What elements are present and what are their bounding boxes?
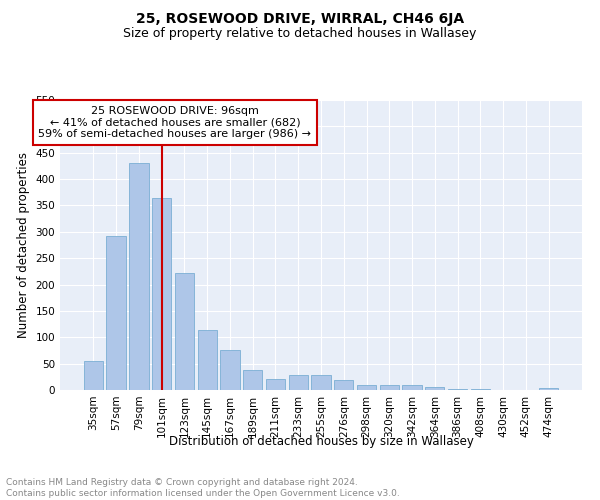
Bar — [470, 389, 490, 390]
Bar — [266, 380, 285, 390]
Bar — [197, 330, 217, 390]
Bar — [380, 384, 399, 390]
Text: Contains HM Land Registry data © Crown copyright and database right 2024.
Contai: Contains HM Land Registry data © Crown c… — [6, 478, 400, 498]
Bar — [243, 370, 262, 390]
Bar — [106, 236, 126, 390]
Y-axis label: Number of detached properties: Number of detached properties — [17, 152, 30, 338]
Text: Size of property relative to detached houses in Wallasey: Size of property relative to detached ho… — [124, 28, 476, 40]
Bar — [334, 380, 353, 390]
Bar — [152, 198, 172, 390]
Bar — [403, 386, 422, 390]
Bar — [289, 375, 308, 390]
Text: 25 ROSEWOOD DRIVE: 96sqm
← 41% of detached houses are smaller (682)
59% of semi-: 25 ROSEWOOD DRIVE: 96sqm ← 41% of detach… — [38, 106, 311, 139]
Bar — [311, 375, 331, 390]
Text: Distribution of detached houses by size in Wallasey: Distribution of detached houses by size … — [169, 435, 473, 448]
Bar — [448, 389, 467, 390]
Bar — [357, 384, 376, 390]
Bar — [175, 273, 194, 390]
Bar — [539, 388, 558, 390]
Bar — [220, 350, 239, 390]
Bar — [129, 164, 149, 390]
Bar — [425, 387, 445, 390]
Bar — [84, 361, 103, 390]
Text: 25, ROSEWOOD DRIVE, WIRRAL, CH46 6JA: 25, ROSEWOOD DRIVE, WIRRAL, CH46 6JA — [136, 12, 464, 26]
